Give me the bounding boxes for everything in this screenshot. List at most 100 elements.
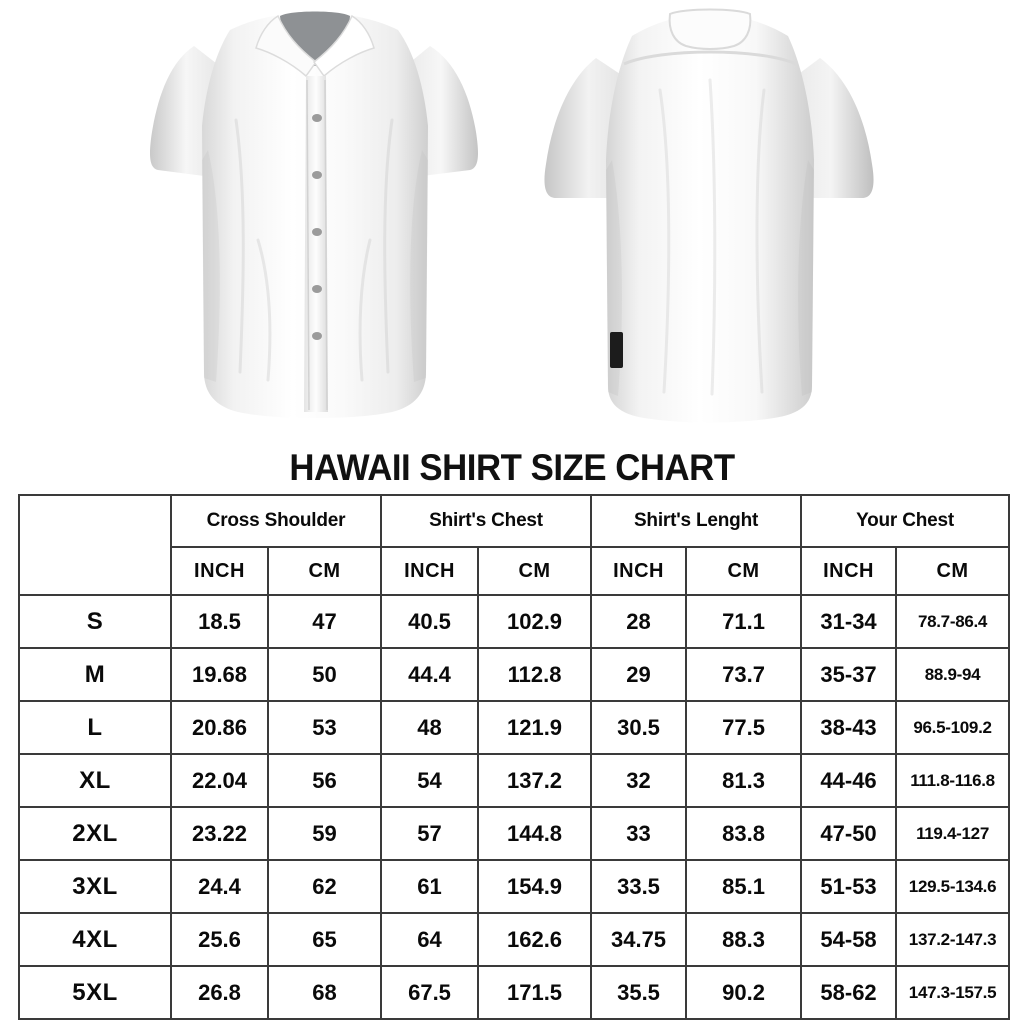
cell-length-cm: 90.2 <box>685 965 803 1020</box>
cell-size-label: 3XL <box>18 859 172 914</box>
cell-yourchest-cm: 78.7-86.4 <box>895 594 1011 649</box>
table-row: 3XL 24.4 62 61 154.9 33.5 85.1 51-53 129.5-134.6 <box>18 859 1011 914</box>
cell-yourchest-cm: 137.2-147.3 <box>895 912 1011 967</box>
cell-size-label: M <box>18 647 172 702</box>
table-row: XL 22.04 56 54 137.2 32 81.3 44-46 111.8-116.8 <box>18 753 1011 808</box>
cell-length-inch: 30.5 <box>590 700 688 755</box>
cell-chest-cm: 154.9 <box>477 859 593 914</box>
cell-length-inch: 34.75 <box>590 912 688 967</box>
cell-yourchest-inch: 31-34 <box>800 594 898 649</box>
cell-chest-inch: 44.4 <box>380 647 480 702</box>
cell-size-label: 2XL <box>18 806 172 861</box>
cell-size-label: 4XL <box>18 912 172 967</box>
cell-yourchest-cm: 96.5-109.2 <box>895 700 1011 755</box>
collar-left <box>255 14 318 78</box>
cell-chest-inch: 54 <box>380 753 480 808</box>
cell-length-inch: 32 <box>590 753 688 808</box>
cell-yourchest-cm: 111.8-116.8 <box>895 753 1011 808</box>
back-collar <box>668 8 752 50</box>
button-placket <box>304 76 328 412</box>
cell-yourchest-cm: 147.3-157.5 <box>895 965 1011 1020</box>
collar-right <box>312 14 375 78</box>
cell-length-cm: 85.1 <box>685 859 803 914</box>
cell-yourchest-inch: 58-62 <box>800 965 898 1020</box>
cell-yourchest-inch: 51-53 <box>800 859 898 914</box>
cell-length-cm: 88.3 <box>685 912 803 967</box>
cell-chest-inch: 61 <box>380 859 480 914</box>
unit-header-yourchest-inch: INCH <box>800 546 898 596</box>
table-unit-header-row: INCH CM INCH CM INCH CM INCH CM <box>19 546 1011 596</box>
cell-yourchest-inch: 54-58 <box>800 912 898 967</box>
cell-size-label: 5XL <box>18 965 172 1020</box>
cell-length-cm: 71.1 <box>685 594 803 649</box>
cell-chest-inch: 40.5 <box>380 594 480 649</box>
group-header-shirts-chest: Shirt's Chest <box>380 494 593 548</box>
size-column-header <box>18 494 172 596</box>
cell-length-inch: 35.5 <box>590 965 688 1020</box>
cell-chest-cm: 102.9 <box>477 594 593 649</box>
shirt-buttons <box>312 114 322 340</box>
cell-shoulder-cm: 50 <box>266 647 383 702</box>
table-row: 4XL 25.6 65 64 162.6 34.75 88.3 54-58 137.2-147.… <box>18 912 1011 967</box>
cell-size-label: XL <box>18 753 172 808</box>
cell-chest-inch: 57 <box>380 806 480 861</box>
cell-shoulder-cm: 59 <box>266 806 383 861</box>
cell-shoulder-inch: 24.4 <box>170 859 269 914</box>
cell-chest-inch: 64 <box>380 912 480 967</box>
cell-shoulder-cm: 65 <box>266 912 383 967</box>
cell-shoulder-inch: 26.8 <box>170 965 269 1020</box>
cell-chest-cm: 144.8 <box>477 806 593 861</box>
cell-chest-inch: 67.5 <box>380 965 480 1020</box>
shirt-body <box>606 14 814 423</box>
table-row: S 18.5 47 40.5 102.9 28 71.1 31-34 78.7-86.4 <box>18 594 1011 649</box>
product-image-row <box>0 0 1024 444</box>
unit-header-yourchest-cm: CM <box>895 546 1011 596</box>
group-header-your-chest: Your Chest <box>800 494 1011 548</box>
cell-length-inch: 29 <box>590 647 688 702</box>
group-header-shirts-length: Shirt's Lenght <box>590 494 803 548</box>
cell-shoulder-inch: 23.22 <box>170 806 269 861</box>
cell-length-inch: 33 <box>590 806 688 861</box>
size-chart-table: Cross Shoulder Shirt's Chest Shirt's Len… <box>18 494 1011 1020</box>
cell-shoulder-cm: 62 <box>266 859 383 914</box>
size-table-body: S 18.5 47 40.5 102.9 28 71.1 31-34 78.7-86.4 M 19.… <box>18 594 1011 1020</box>
cell-yourchest-inch: 38-43 <box>800 700 898 755</box>
cell-shoulder-cm: 68 <box>266 965 383 1020</box>
cell-chest-cm: 121.9 <box>477 700 593 755</box>
back-yoke-seam <box>623 50 797 66</box>
cell-shoulder-cm: 47 <box>266 594 383 649</box>
table-row: 5XL 26.8 68 67.5 171.5 35.5 90.2 58-62 147.3-157… <box>18 965 1011 1020</box>
cell-yourchest-inch: 35-37 <box>800 647 898 702</box>
cell-chest-cm: 162.6 <box>477 912 593 967</box>
cell-length-cm: 81.3 <box>685 753 803 808</box>
cell-size-label: S <box>18 594 172 649</box>
page-title: HAWAII SHIRT SIZE CHART <box>289 447 735 488</box>
cell-shoulder-cm: 56 <box>266 753 383 808</box>
table-group-header-row: Cross Shoulder Shirt's Chest Shirt's Len… <box>18 494 1011 596</box>
cell-size-label: L <box>18 700 172 755</box>
cell-length-cm: 73.7 <box>685 647 803 702</box>
cell-length-cm: 77.5 <box>685 700 803 755</box>
cell-shoulder-inch: 20.86 <box>170 700 269 755</box>
unit-header-chest-cm: CM <box>477 546 593 596</box>
table-row: M 19.68 50 44.4 112.8 29 73.7 35-37 88.9-94 <box>18 647 1011 702</box>
cell-length-inch: 28 <box>590 594 688 649</box>
unit-header-chest-inch: INCH <box>380 546 480 596</box>
cell-shoulder-cm: 53 <box>266 700 383 755</box>
cell-chest-inch: 48 <box>380 700 480 755</box>
cell-yourchest-cm: 119.4-127 <box>895 806 1011 861</box>
group-header-cross-shoulder: Cross Shoulder <box>169 494 383 548</box>
cell-shoulder-inch: 18.5 <box>170 594 269 649</box>
cell-yourchest-inch: 47-50 <box>800 806 898 861</box>
cell-shoulder-inch: 19.68 <box>170 647 269 702</box>
cell-chest-cm: 137.2 <box>477 753 593 808</box>
cell-shoulder-inch: 25.6 <box>170 912 269 967</box>
cell-chest-cm: 171.5 <box>477 965 593 1020</box>
cell-chest-cm: 112.8 <box>477 647 593 702</box>
table-row: 2XL 23.22 59 57 144.8 33 83.8 47-50 119.4-127 <box>18 806 1011 861</box>
cell-length-inch: 33.5 <box>590 859 688 914</box>
cell-shoulder-inch: 22.04 <box>170 753 269 808</box>
cell-yourchest-cm: 129.5-134.6 <box>895 859 1011 914</box>
side-hem-tag <box>610 332 623 368</box>
unit-header-shoulder-cm: CM <box>266 546 383 596</box>
